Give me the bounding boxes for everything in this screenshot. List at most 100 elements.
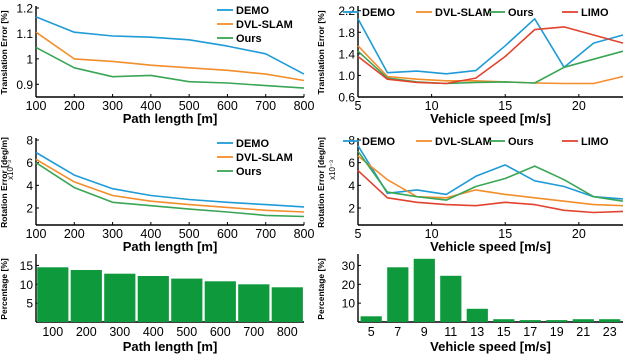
x-tick-label: 300 bbox=[102, 99, 123, 113]
legend-label-dvl-slam: DVL-SLAM bbox=[435, 136, 492, 148]
bar-21 bbox=[572, 319, 594, 322]
legend-label-limo: LIMO bbox=[581, 7, 609, 19]
x-tick-label: 19 bbox=[550, 325, 564, 339]
legend-label-demo: DEMO bbox=[236, 5, 269, 17]
y-tick-label: 10 bbox=[342, 297, 356, 311]
x-axis-title: Path length [m] bbox=[123, 111, 218, 126]
x-tick-label: 10 bbox=[425, 227, 439, 241]
legend-label-ours: Ours bbox=[236, 33, 262, 45]
x-tick-label: 15 bbox=[497, 325, 511, 339]
x-tick-label: 9 bbox=[421, 325, 428, 339]
y-tick-label: 1 bbox=[26, 52, 33, 66]
legend-label-ours: Ours bbox=[508, 136, 534, 148]
x-tick-label: 20 bbox=[572, 227, 586, 241]
x-tick-label: 17 bbox=[523, 325, 537, 339]
legend-label-dvl-slam: DVL-SLAM bbox=[236, 152, 293, 164]
bar-400 bbox=[137, 276, 169, 322]
y-axis-title: Percentage [%] bbox=[0, 258, 9, 320]
x-tick-label: 400 bbox=[140, 227, 161, 241]
y-axis-title: Translation Error [%] bbox=[0, 10, 9, 94]
series-line-ours bbox=[357, 150, 624, 202]
bar-200 bbox=[70, 270, 102, 322]
x-tick-label: 5 bbox=[368, 325, 375, 339]
series-line-demo bbox=[357, 145, 624, 200]
legend-label-demo: DEMO bbox=[236, 138, 269, 150]
legend-label-demo: DEMO bbox=[362, 136, 395, 148]
x-tick-label: 5 bbox=[355, 227, 362, 241]
y-tick-label: 4 bbox=[26, 179, 33, 193]
x-tick-label: 800 bbox=[294, 99, 315, 113]
x-tick-label: 600 bbox=[217, 99, 238, 113]
x-tick-label: 200 bbox=[64, 99, 85, 113]
y-axis-title: Rotation Error [deg/m] bbox=[0, 137, 9, 228]
bar-700 bbox=[238, 284, 270, 322]
x-tick-label: 100 bbox=[42, 325, 63, 339]
percentage-vs-speed-svg: 10 20 30 Percentage [%] 5 7 9 11 13 15 17 19 21 23 Veh… bbox=[316, 254, 623, 354]
x-axis-title: Vehicle speed [m/s] bbox=[430, 339, 551, 354]
bar-11 bbox=[440, 275, 462, 322]
bar-9 bbox=[413, 258, 435, 322]
x-tick-label: 20 bbox=[572, 99, 586, 113]
x-tick-label: 15 bbox=[498, 227, 512, 241]
y-tick-label: 1.8 bbox=[338, 26, 355, 40]
x-tick-label: 400 bbox=[143, 325, 164, 339]
bar-13 bbox=[466, 308, 488, 322]
x-tick-label: 100 bbox=[26, 99, 47, 113]
x-tick-label: 500 bbox=[179, 99, 200, 113]
y-tick-label: 20 bbox=[342, 278, 356, 292]
x-tick-label: 15 bbox=[498, 99, 512, 113]
series-line-demo bbox=[357, 17, 624, 75]
x-tick-label: 11 bbox=[444, 325, 457, 339]
x-tick-label: 200 bbox=[76, 325, 97, 339]
bar-5 bbox=[360, 316, 382, 322]
y-tick-label: 6 bbox=[26, 156, 33, 170]
x-tick-label: 700 bbox=[255, 99, 276, 113]
y-tick-label: 1.1 bbox=[16, 27, 33, 41]
y-tick-label: 30 bbox=[342, 259, 356, 273]
y-multiplier-label: x10⁻³ bbox=[6, 160, 15, 180]
x-tick-label: 7 bbox=[394, 325, 401, 339]
legend-label-dvl-slam: DVL-SLAM bbox=[236, 19, 293, 31]
legend-label-ours: Ours bbox=[236, 166, 262, 178]
x-tick-label: 700 bbox=[255, 227, 276, 241]
x-tick-label: 300 bbox=[109, 325, 130, 339]
translation-vs-path-chart: 0.9 1 1.1 1.2 Translation Error [%] 100 200 300… bbox=[0, 0, 315, 127]
x-axis-title: Path length [m] bbox=[123, 339, 218, 354]
series-line-demo bbox=[35, 16, 305, 75]
x-tick-label: 800 bbox=[277, 325, 298, 339]
y-tick-label: 1.2 bbox=[16, 2, 33, 16]
y-multiplier-label: x10⁻³ bbox=[328, 160, 337, 180]
x-tick-label: 400 bbox=[140, 99, 161, 113]
translation-vs-path-svg: 0.9 1 1.1 1.2 Translation Error [%] 100 200 300… bbox=[0, 2, 315, 127]
x-axis-title: Vehicle speed [m/s] bbox=[430, 239, 551, 254]
x-tick-label: 300 bbox=[102, 227, 123, 241]
bar-7 bbox=[387, 267, 409, 322]
percentage-vs-path-svg: 5 10 15 Percentage [%] 100 200 300 400 500 600 700… bbox=[0, 254, 304, 354]
series-line-demo bbox=[35, 151, 305, 208]
bar-23 bbox=[599, 319, 621, 322]
x-tick-label: 13 bbox=[470, 325, 484, 339]
percentage-vs-path-chart: 5 10 15 Percentage [%] 100 200 300 400 500 600 700… bbox=[0, 250, 312, 358]
x-tick-label: 5 bbox=[355, 99, 362, 113]
bar-500 bbox=[171, 278, 203, 322]
y-axis-title: Rotation Error [deg/m] bbox=[316, 137, 326, 228]
y-tick-label: 1.4 bbox=[338, 47, 355, 61]
series-line-limo bbox=[357, 26, 624, 85]
legend-label-dvl-slam: DVL-SLAM bbox=[435, 7, 492, 19]
x-tick-label: 500 bbox=[176, 325, 197, 339]
x-tick-label: 500 bbox=[179, 227, 200, 241]
x-axis-title: Path length [m] bbox=[123, 239, 218, 254]
series-line-ours bbox=[35, 162, 305, 218]
percentage-vs-speed-chart: 10 20 30 Percentage [%] 5 7 9 11 13 15 17 19 21 23 Veh… bbox=[316, 250, 629, 358]
bar-19 bbox=[546, 320, 568, 322]
bar-600 bbox=[204, 281, 236, 322]
y-tick-label: 4 bbox=[348, 179, 355, 193]
legend-label-demo: DEMO bbox=[362, 7, 395, 19]
series-line-ours bbox=[35, 46, 305, 89]
y-tick-label: 5 bbox=[26, 297, 33, 311]
x-tick-label: 100 bbox=[26, 227, 47, 241]
